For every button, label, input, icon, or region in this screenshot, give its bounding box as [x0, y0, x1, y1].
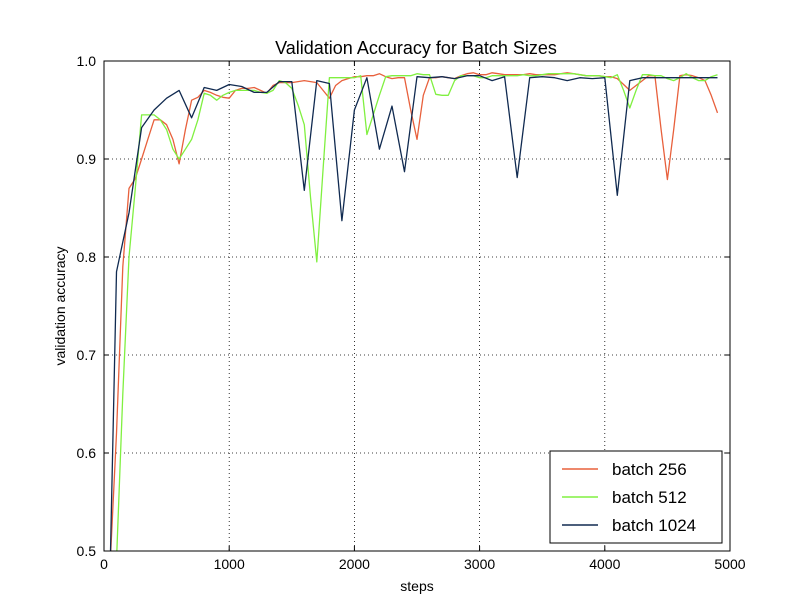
y-tick-label: 0.9 — [77, 151, 97, 167]
y-tick-label: 1.0 — [77, 53, 97, 69]
y-tick-label: 0.5 — [77, 543, 97, 559]
y-axis-label: validation accuracy — [52, 246, 68, 365]
series-line-batch-1024 — [109, 75, 718, 551]
x-axis-label: steps — [400, 578, 433, 594]
plot-area — [109, 72, 719, 551]
x-tick-label: 1000 — [214, 556, 245, 572]
legend-label: batch 256 — [612, 460, 687, 479]
plot-frame — [103, 60, 731, 552]
x-tick-label: 0 — [100, 556, 108, 572]
chart-title: Validation Accuracy for Batch Sizes — [275, 38, 557, 58]
legend-label: batch 1024 — [612, 516, 696, 535]
x-tick-label: 3000 — [464, 556, 495, 572]
y-tick-label: 0.6 — [77, 445, 97, 461]
axis-ticks: 0 1000 2000 3000 4000 5000 0.5 0.6 0.7 0.8 0.9 1.0 — [77, 53, 746, 572]
series-line-batch-256 — [110, 72, 719, 551]
legend-label: batch 512 — [612, 488, 687, 507]
series-line-batch-512 — [116, 73, 718, 551]
y-tick-label: 0.8 — [77, 249, 97, 265]
x-tick-label: 4000 — [589, 556, 620, 572]
x-tick-label: 2000 — [339, 556, 370, 572]
legend: batch 256 batch 512 batch 1024 — [549, 450, 723, 544]
y-tick-label: 0.7 — [77, 347, 97, 363]
x-tick-label: 5000 — [714, 556, 745, 572]
